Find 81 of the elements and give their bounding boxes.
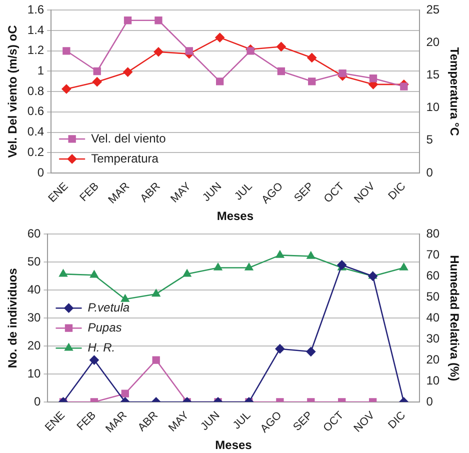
point <box>369 74 378 82</box>
x-axis-title: Meses <box>215 438 252 452</box>
point <box>400 82 408 90</box>
y2-tick-label: 10 <box>426 100 440 114</box>
y2-axis-title: Humedad Relativa (%) <box>447 255 462 382</box>
point <box>154 16 162 24</box>
y2-axis-title: Temperatura °C <box>447 47 462 136</box>
point <box>216 78 224 86</box>
point <box>275 344 285 354</box>
point <box>90 270 98 278</box>
x-tick-label: JUL <box>230 409 254 432</box>
y2-tick-label: 25 <box>426 2 440 17</box>
y-tick-label: 60 <box>27 226 42 241</box>
point <box>92 77 102 86</box>
point <box>214 263 222 270</box>
point <box>400 263 408 270</box>
y2-tick-label: 60 <box>426 268 440 282</box>
point <box>215 32 224 42</box>
y2-tick-label: 20 <box>426 352 440 366</box>
y-tick-label: 40 <box>27 282 42 296</box>
point <box>306 346 316 356</box>
point <box>277 67 286 76</box>
point <box>62 47 70 55</box>
legend-label: P.vetula <box>88 300 130 314</box>
y-tick-label: 30 <box>27 310 42 324</box>
point <box>338 69 346 78</box>
y2-tick-label: 5 <box>426 132 434 147</box>
point <box>90 355 99 365</box>
y2-tick-label: 50 <box>426 289 440 304</box>
x-axis-title: Meses <box>216 209 254 224</box>
legend-label: Vel. del viento <box>91 131 166 146</box>
x-tick-label: DIC <box>386 180 408 202</box>
legend-label: Temperatura <box>91 151 159 166</box>
point <box>93 67 101 76</box>
y-tick-label: 1.2 <box>27 43 44 58</box>
point <box>182 269 192 277</box>
y2-tick-label: 10 <box>426 373 440 388</box>
x-tick-label: FEB <box>74 409 98 434</box>
y-tick-label: 50 <box>27 254 42 268</box>
y-axis-title: Vel. Del viento (m/s) oC <box>6 24 20 158</box>
point <box>246 47 254 55</box>
point <box>244 263 254 270</box>
point <box>276 250 284 258</box>
point <box>59 269 68 277</box>
point <box>152 289 160 297</box>
legend-label: Pupas <box>88 320 122 334</box>
point <box>121 294 130 302</box>
point <box>154 47 164 57</box>
y2-tick-label: 15 <box>426 68 440 82</box>
x-tick-label: JUL <box>232 180 255 203</box>
y2-tick-label: 30 <box>426 331 440 346</box>
y-tick-label: 0.8 <box>27 84 44 98</box>
y2-tick-label: 0 <box>426 165 434 180</box>
y-tick-label: 0.6 <box>27 104 44 118</box>
y-tick-label: 1 <box>37 64 44 78</box>
point <box>62 84 72 94</box>
y-tick-label: 1.4 <box>27 22 44 37</box>
y-tick-label: 20 <box>27 338 42 352</box>
point <box>308 78 316 86</box>
point <box>307 53 317 62</box>
y-tick-label: 0 <box>37 165 44 180</box>
y2-tick-label: 70 <box>426 247 440 262</box>
y2-tick-label: 20 <box>426 35 440 50</box>
y-tick-label: 10 <box>27 366 42 380</box>
y-tick-label: 0.4 <box>27 124 44 139</box>
y-axis-title: No. de individuos <box>6 268 20 368</box>
y-tick-label: 0 <box>34 394 42 408</box>
point <box>124 16 132 24</box>
y-tick-label: 1.6 <box>27 2 44 17</box>
point <box>306 252 316 259</box>
y2-tick-label: 40 <box>426 310 440 324</box>
x-tick-label: FEB <box>78 180 102 204</box>
point <box>123 67 132 77</box>
y-tick-label: 0.2 <box>27 144 44 159</box>
y2-tick-label: 80 <box>426 226 440 241</box>
y2-tick-label: 0 <box>426 394 434 408</box>
point <box>185 47 193 55</box>
point <box>276 42 286 52</box>
point <box>152 356 160 364</box>
legend-label: H. R. <box>88 340 116 354</box>
x-tick-label: DIC <box>386 409 408 432</box>
